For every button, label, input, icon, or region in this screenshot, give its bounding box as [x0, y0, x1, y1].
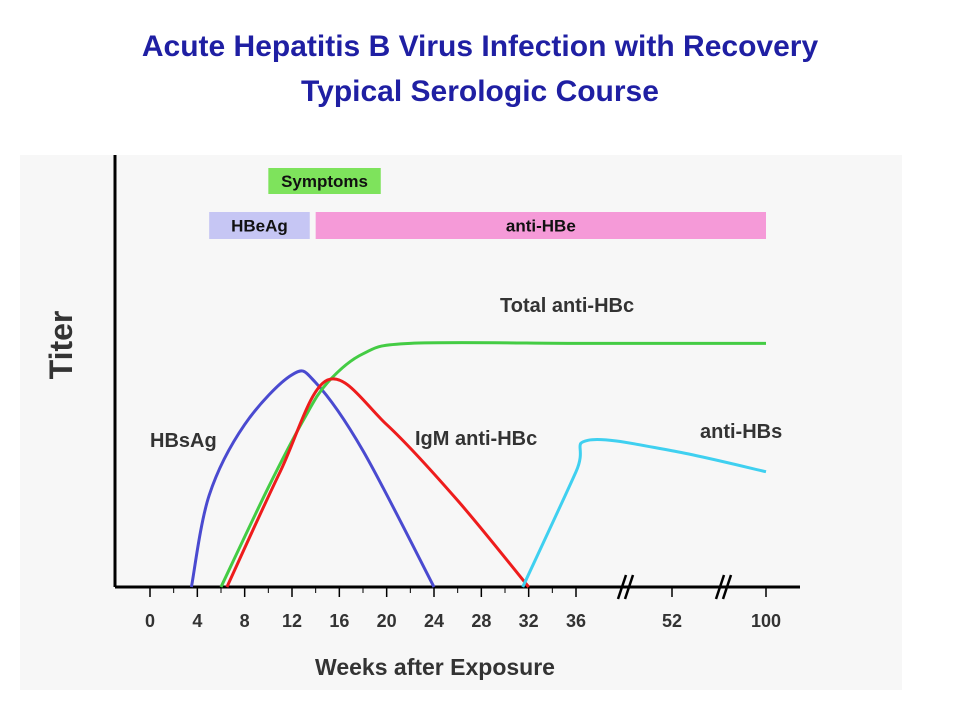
- chart-subtitle: Typical Serologic Course: [301, 75, 659, 108]
- axis-break-mark: [714, 574, 726, 600]
- series-line-anti-hbs: [521, 438, 767, 588]
- axis-break-mark: [623, 574, 635, 600]
- x-tick-label-32: 32: [519, 611, 539, 631]
- series-label-igm-anti-hbc: IgM anti-HBc: [415, 428, 537, 450]
- axis-break-mark: [721, 574, 733, 600]
- x-tick-label-100: 100: [751, 611, 781, 631]
- series-line-total-anti-hbc: [219, 341, 766, 588]
- x-axis-label: Weeks after Exposure: [315, 654, 555, 680]
- y-axis-label: Titer: [43, 311, 79, 380]
- chart-panel: Symptoms HBeAg anti-HBe 0 4 8 12 16 20 24 28 32 36 52…: [20, 155, 902, 690]
- x-tick-label-8: 8: [240, 611, 250, 631]
- x-tick-label-20: 20: [377, 611, 397, 631]
- band-label-hbeag: HBeAg: [231, 217, 288, 236]
- serologic-course-chart: Symptoms HBeAg anti-HBe 0 4 8 12 16 20 24 28 32 36 52…: [43, 155, 800, 680]
- x-tick-label-0: 0: [145, 611, 155, 631]
- series-line-igm-anti-hbc: [225, 377, 530, 588]
- band-hbeag: [209, 212, 310, 239]
- band-label-anti-hbe: anti-HBe: [506, 217, 576, 236]
- x-tick-label-52: 52: [662, 611, 682, 631]
- x-tick-label-28: 28: [471, 611, 491, 631]
- x-tick-label-36: 36: [566, 611, 586, 631]
- x-tick-label-16: 16: [329, 611, 349, 631]
- band-anti-hbe: [315, 212, 766, 239]
- axis-break-mark: [616, 574, 628, 600]
- series-label-anti-hbs: anti-HBs: [700, 421, 782, 443]
- chart-title: Acute Hepatitis B Virus Infection with R…: [141, 30, 819, 63]
- series-line-hbsag: [189, 369, 436, 588]
- x-tick-label-4: 4: [192, 611, 202, 631]
- x-tick-label-12: 12: [282, 611, 302, 631]
- x-tick-label-24: 24: [424, 611, 444, 631]
- band-label-symptoms: Symptoms: [281, 172, 368, 191]
- band-symptoms: [268, 168, 381, 194]
- series-label-hbsag: HBsAg: [150, 430, 217, 452]
- series-label-total-anti-hbc: Total anti-HBc: [500, 295, 634, 317]
